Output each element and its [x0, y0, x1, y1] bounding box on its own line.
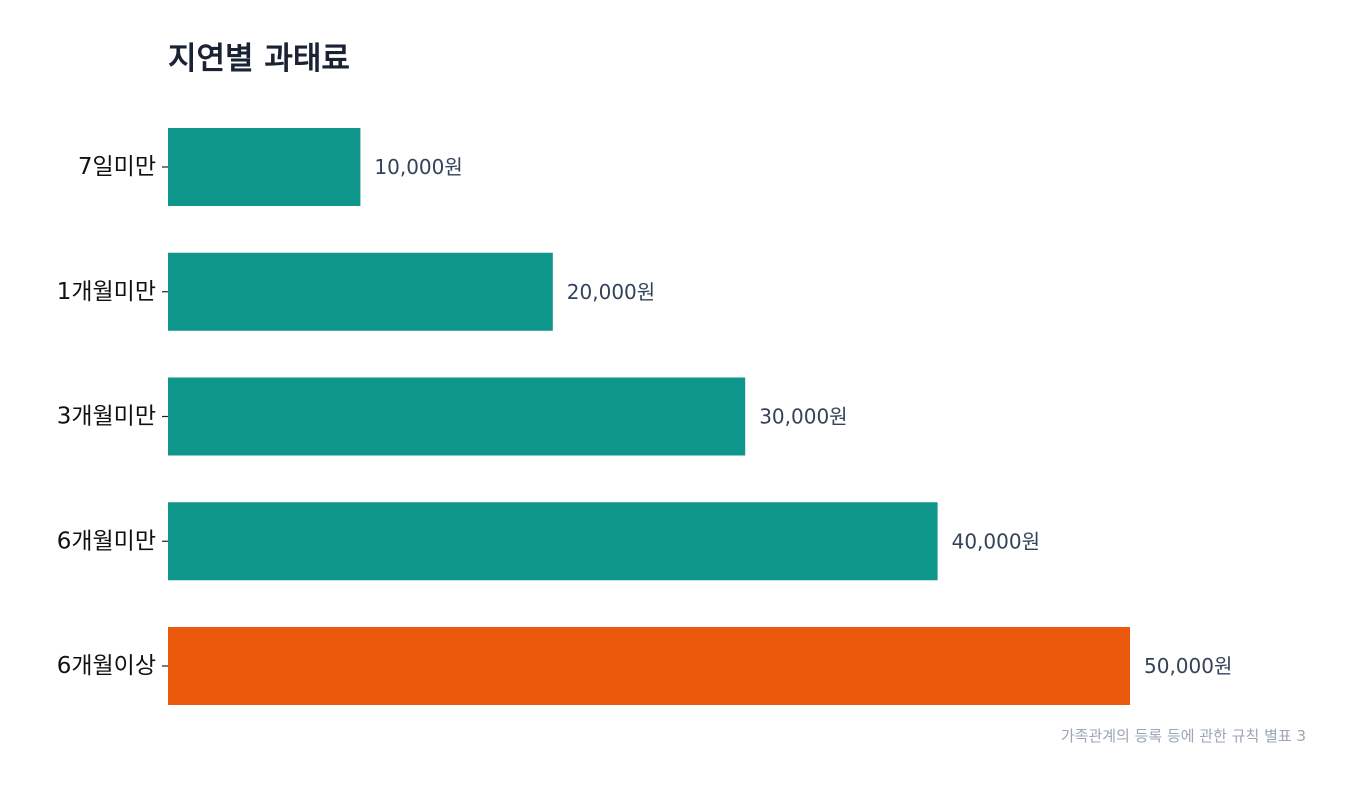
- chart-title: 지연별 과태료: [168, 41, 350, 77]
- data-label: 30,000원: [759, 405, 847, 429]
- bars-group: [168, 128, 1130, 705]
- data-label: 50,000원: [1144, 654, 1232, 678]
- y-tick-label: 1개월미만: [57, 279, 156, 305]
- y-tick-label: 6개월미만: [57, 528, 156, 554]
- y-tick-label: 3개월미만: [57, 404, 156, 430]
- bar-5: [168, 627, 1130, 705]
- data-label: 10,000원: [374, 155, 462, 179]
- bar-1: [168, 128, 361, 206]
- y-tick-label: 6개월이상: [57, 653, 156, 679]
- data-label: 40,000원: [952, 529, 1040, 553]
- bar-2: [168, 252, 553, 331]
- data-label: 20,000원: [567, 280, 655, 304]
- source-note: 가족관계의 등록 등에 관한 규칙 별표 3: [1061, 727, 1306, 745]
- bar-3: [168, 377, 746, 456]
- labels-group: 7일미만 10,000원 1개월미만 20,000원 3개월미만 30,000원 6개월미만…: [57, 154, 1233, 679]
- bar-4: [168, 502, 938, 581]
- y-tick-label: 7일미만: [78, 154, 156, 180]
